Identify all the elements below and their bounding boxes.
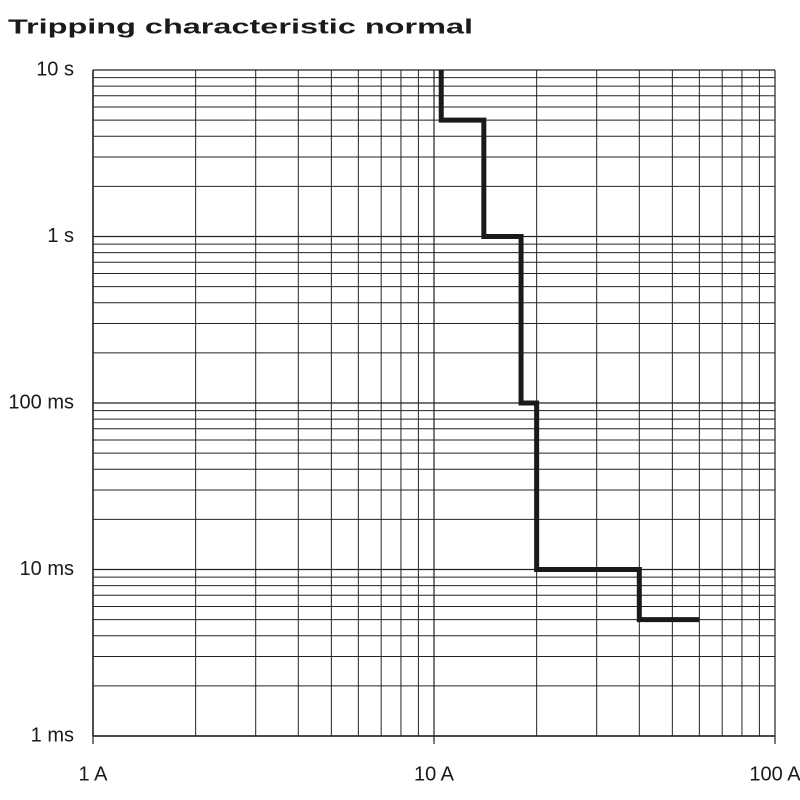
y-tick-label: 100 ms [8, 391, 74, 413]
x-tick-label: 100 A [749, 763, 800, 785]
y-tick-label: 10 s [36, 58, 74, 80]
trip-curve [438, 70, 700, 623]
x-tick-label: 1 A [79, 763, 109, 785]
y-tick-label: 1 s [47, 225, 74, 247]
x-tick-label: 10 A [414, 763, 455, 785]
chart-title: Tripping characteristic normal [8, 16, 473, 38]
y-tick-label: 10 ms [20, 558, 74, 580]
y-tick-label: 1 ms [31, 724, 74, 746]
